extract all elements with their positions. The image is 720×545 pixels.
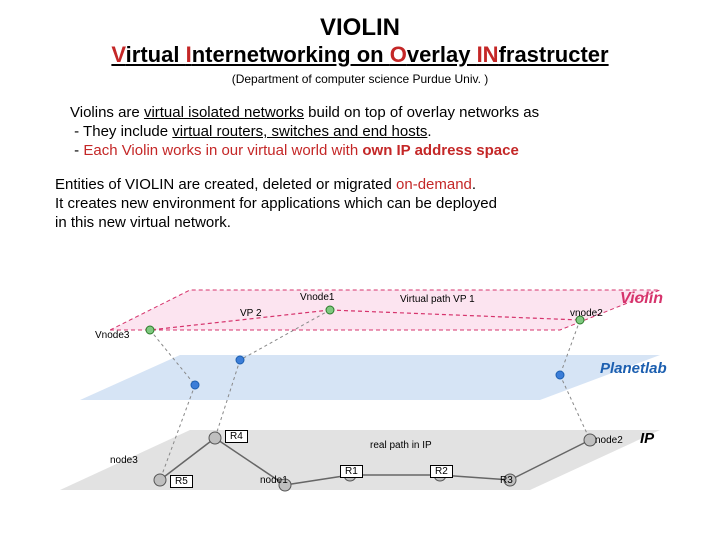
title-line1: VIOLIN <box>0 14 720 42</box>
node-label-vnode1: Vnode1 <box>300 292 334 303</box>
layer-label-planetlab: Planetlab <box>600 360 667 377</box>
node-label-node1: node1 <box>260 475 288 486</box>
node-label-R2: R2 <box>430 465 453 478</box>
node-label-vnode3: Vnode3 <box>95 330 129 341</box>
paragraph-2: Entities of VIOLIN are created, deleted … <box>55 176 660 232</box>
paragraph-1: Violins are virtual isolated networks bu… <box>70 104 660 160</box>
title-line2: Virtual Internetworking on Overlay INfra… <box>0 42 720 68</box>
layers-diagram: Violin Planetlab IP Vnode1 vnode2 Vnode3 R4 R5 n… <box>0 280 720 540</box>
layer-label-violin: Violin <box>620 290 663 308</box>
node-label-VP 2: VP 2 <box>240 308 262 319</box>
dept-line: (Department of computer science Purdue U… <box>0 72 720 86</box>
node-label-node3: node3 <box>110 455 138 466</box>
node-label-real path in IP: real path in IP <box>370 440 432 451</box>
node-label-R4: R4 <box>225 430 248 443</box>
node-label-Virtual path VP 1: Virtual path VP 1 <box>400 294 475 305</box>
node-label-R1: R1 <box>340 465 363 478</box>
node-label-R5: R5 <box>170 475 193 488</box>
node-label-node2: node2 <box>595 435 623 446</box>
node-label-vnode2: vnode2 <box>570 308 603 319</box>
title-block: VIOLIN Virtual Internetworking on Overla… <box>0 0 720 86</box>
node-label-R3: R3 <box>500 475 513 486</box>
layer-label-ip: IP <box>640 430 654 447</box>
